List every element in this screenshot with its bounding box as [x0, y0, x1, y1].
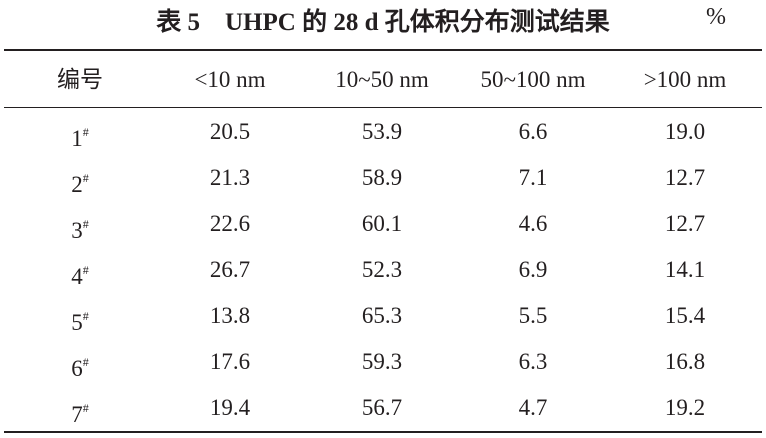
sample-mark: #: [82, 171, 89, 185]
table-cell: 19.2: [664, 395, 706, 420]
table-cell: 58.9: [361, 165, 403, 190]
sample-mark: #: [82, 401, 89, 415]
table-cell: 7.1: [518, 165, 548, 190]
table-cell: 52.3: [361, 257, 403, 282]
table-cell: 21.3: [209, 165, 251, 190]
table-cell: 65.3: [361, 303, 403, 328]
column-header: 10~50 nm: [335, 67, 429, 92]
table-cell: 14.1: [664, 257, 706, 282]
sample-number: 4: [71, 264, 83, 289]
table-cell: 12.7: [664, 211, 706, 236]
sample-number: 3: [71, 218, 83, 243]
sample-mark: #: [82, 125, 89, 139]
table-cell: 15.4: [664, 303, 706, 328]
header-rule: [4, 107, 762, 108]
table-cell: 26.7: [209, 257, 251, 282]
sample-number: 7: [71, 402, 83, 427]
column-header: 编号: [57, 67, 103, 92]
row-label: 4#: [5, 255, 155, 292]
row-label: 7#: [5, 393, 155, 430]
table-cell: 6.6: [518, 119, 548, 144]
table-title: 表 5 UHPC 的 28 d 孔体积分布测试结果: [156, 9, 610, 36]
table-cell: 59.3: [361, 349, 403, 374]
sample-number: 5: [71, 310, 83, 335]
row-label: 5#: [5, 301, 155, 338]
row-label: 3#: [5, 209, 155, 246]
table-cell: 16.8: [664, 349, 706, 374]
sample-number: 1: [71, 126, 83, 151]
sample-number: 2: [71, 172, 83, 197]
table-cell: 20.5: [209, 119, 251, 144]
sample-mark: #: [82, 217, 89, 231]
sample-number: 6: [71, 356, 83, 381]
sample-mark: #: [82, 263, 89, 277]
table-cell: 17.6: [209, 349, 251, 374]
bottom-rule: [4, 431, 762, 433]
top-rule: [4, 49, 762, 51]
row-label: 1#: [5, 117, 155, 154]
row-label: 6#: [5, 347, 155, 384]
table-cell: 22.6: [209, 211, 251, 236]
column-header: <10 nm: [194, 67, 266, 92]
table-cell: 19.0: [664, 119, 706, 144]
table-cell: 4.6: [518, 211, 548, 236]
table-cell: 53.9: [361, 119, 403, 144]
table-cell: 12.7: [664, 165, 706, 190]
column-header: >100 nm: [643, 67, 727, 92]
table-cell: 6.9: [518, 257, 548, 282]
sample-mark: #: [82, 355, 89, 369]
table-cell: 5.5: [518, 303, 548, 328]
table-cell: 6.3: [518, 349, 548, 374]
table-cell: 60.1: [361, 211, 403, 236]
unit: %: [706, 4, 726, 30]
sample-mark: #: [82, 309, 89, 323]
table-cell: 4.7: [518, 395, 548, 420]
table-cell: 13.8: [209, 303, 251, 328]
column-header: 50~100 nm: [480, 67, 586, 92]
row-label: 2#: [5, 163, 155, 200]
table-cell: 19.4: [209, 395, 251, 420]
table-cell: 56.7: [361, 395, 403, 420]
